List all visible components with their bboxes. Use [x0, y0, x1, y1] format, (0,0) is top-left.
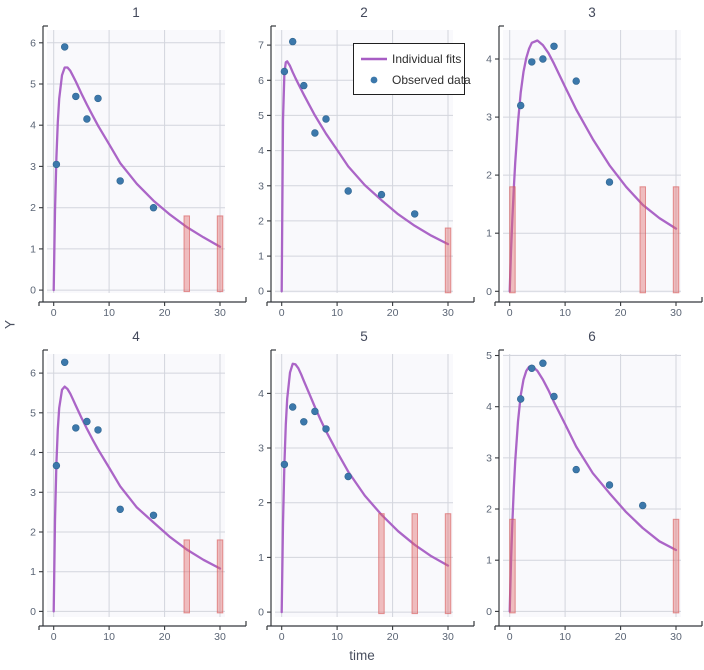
svg-text:4: 4	[486, 401, 492, 413]
svg-text:2: 2	[258, 215, 264, 227]
svg-text:0: 0	[507, 307, 513, 319]
subplot-4-canvas: 0 1 2 3 4 5 6 0 10 20 30 4	[30, 329, 247, 643]
svg-text:2: 2	[486, 170, 492, 182]
svg-text:4: 4	[132, 329, 140, 344]
svg-text:0: 0	[507, 631, 513, 643]
svg-text:10: 10	[331, 307, 343, 319]
svg-text:4: 4	[258, 388, 264, 400]
subplot-5: 0 1 2 3 4 0 10 20 30 5	[248, 324, 476, 648]
svg-text:3: 3	[30, 487, 36, 499]
svg-text:10: 10	[103, 631, 115, 643]
svg-text:4: 4	[486, 54, 492, 66]
svg-text:3: 3	[258, 443, 264, 455]
svg-text:1: 1	[258, 552, 264, 564]
svg-text:0: 0	[279, 631, 285, 643]
svg-text:6: 6	[30, 37, 36, 49]
svg-text:6: 6	[588, 329, 596, 344]
svg-text:20: 20	[159, 631, 171, 643]
svg-text:10: 10	[103, 307, 115, 319]
svg-text:3: 3	[258, 180, 264, 192]
svg-text:30: 30	[214, 307, 226, 319]
subplot-6: 0 1 2 3 4 5 0 10 20 30 6	[476, 324, 704, 648]
subplot-3-canvas: 0 1 2 3 4 0 10 20 30 3	[486, 5, 703, 319]
svg-text:2: 2	[30, 202, 36, 214]
svg-text:0: 0	[486, 286, 492, 298]
svg-text:3: 3	[486, 112, 492, 124]
svg-text:5: 5	[258, 110, 264, 122]
svg-text:2: 2	[30, 527, 36, 539]
svg-text:30: 30	[670, 307, 682, 319]
svg-text:1: 1	[132, 5, 140, 20]
svg-text:20: 20	[615, 631, 627, 643]
svg-text:6: 6	[258, 75, 264, 87]
svg-text:0: 0	[279, 307, 285, 319]
svg-text:0: 0	[30, 606, 36, 618]
svg-text:5: 5	[486, 350, 492, 362]
y-axis-title: Y	[2, 319, 18, 329]
svg-text:0: 0	[258, 607, 264, 619]
svg-text:4: 4	[30, 447, 36, 459]
svg-text:10: 10	[559, 631, 571, 643]
subplot-6-canvas: 0 1 2 3 4 5 0 10 20 30 6	[486, 329, 703, 643]
svg-text:5: 5	[30, 407, 36, 419]
svg-text:0: 0	[51, 307, 57, 319]
line-swatch-icon	[361, 57, 387, 60]
svg-text:10: 10	[331, 631, 343, 643]
dot-swatch-icon	[370, 76, 378, 83]
svg-text:30: 30	[670, 631, 682, 643]
svg-text:20: 20	[387, 631, 399, 643]
svg-text:2: 2	[360, 5, 368, 20]
legend: Individual fits Observed data	[353, 43, 471, 95]
svg-text:3: 3	[588, 5, 596, 20]
svg-text:6: 6	[30, 368, 36, 380]
svg-text:3: 3	[30, 161, 36, 173]
svg-text:1: 1	[486, 555, 492, 567]
svg-text:4: 4	[258, 145, 264, 157]
svg-text:2: 2	[258, 497, 264, 509]
subplot-1: 0 1 2 3 4 5 6 0 10 20 30 1	[20, 0, 248, 324]
svg-text:5: 5	[30, 79, 36, 91]
svg-text:20: 20	[615, 307, 627, 319]
legend-item-individual-fits[interactable]: Individual fits	[358, 48, 462, 69]
svg-text:5: 5	[360, 329, 368, 344]
svg-text:20: 20	[159, 307, 171, 319]
svg-text:20: 20	[387, 307, 399, 319]
svg-text:7: 7	[258, 40, 264, 52]
subplot-5-canvas: 0 1 2 3 4 0 10 20 30 5	[258, 329, 475, 643]
subplot-1-canvas: 0 1 2 3 4 5 6 0 10 20 30 1	[30, 5, 247, 319]
svg-text:2: 2	[486, 504, 492, 516]
legend-label-individual-fits: Individual fits	[392, 51, 462, 66]
x-axis-title: time	[349, 648, 375, 663]
svg-text:0: 0	[258, 286, 264, 298]
legend-item-observed-data[interactable]: Observed data	[358, 69, 471, 90]
svg-text:1: 1	[258, 251, 264, 263]
svg-text:0: 0	[486, 606, 492, 618]
svg-text:30: 30	[442, 307, 454, 319]
svg-text:3: 3	[486, 452, 492, 464]
svg-text:30: 30	[442, 631, 454, 643]
svg-text:1: 1	[30, 566, 36, 578]
svg-text:4: 4	[30, 120, 36, 132]
svg-text:0: 0	[30, 285, 36, 297]
svg-text:1: 1	[486, 228, 492, 240]
svg-text:1: 1	[30, 243, 36, 255]
subplot-4: 0 1 2 3 4 5 6 0 10 20 30 4	[20, 324, 248, 648]
svg-text:0: 0	[51, 631, 57, 643]
subplot-3: 0 1 2 3 4 0 10 20 30 3	[476, 0, 704, 324]
svg-text:10: 10	[559, 307, 571, 319]
svg-text:30: 30	[214, 631, 226, 643]
legend-label-observed-data: Observed data	[392, 72, 471, 87]
